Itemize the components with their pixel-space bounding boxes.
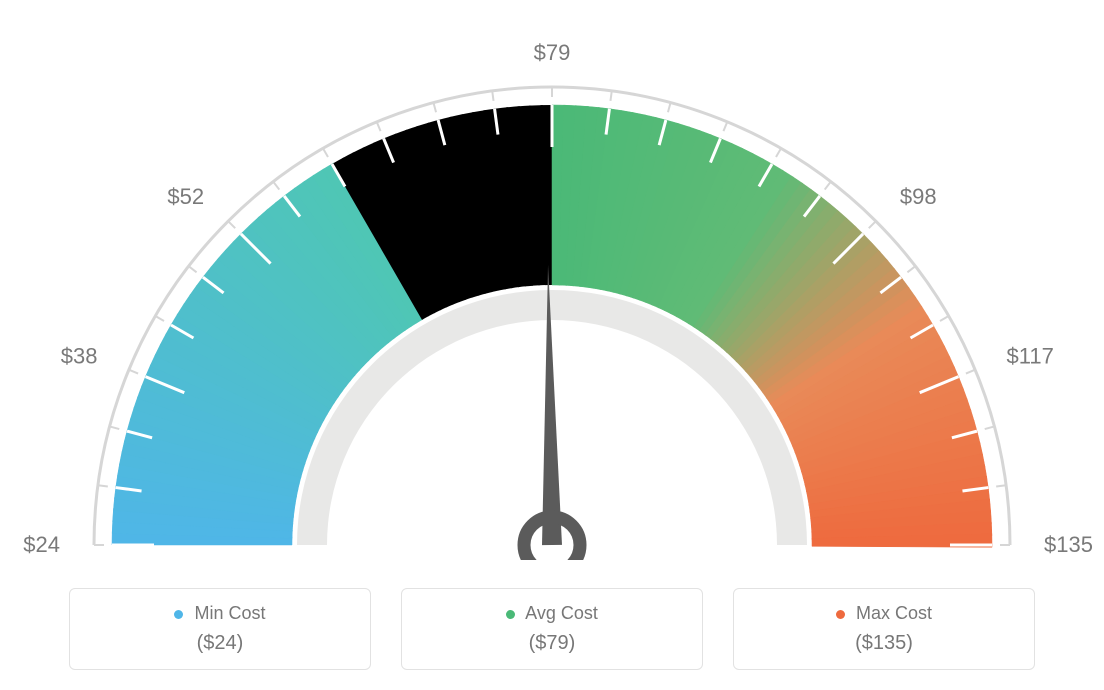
legend-row: Min Cost ($24) Avg Cost ($79) Max Cost (… — [0, 588, 1104, 670]
gauge-outline-tick — [825, 182, 831, 190]
legend-value: ($135) — [734, 632, 1034, 655]
gauge-outline-tick — [323, 148, 328, 157]
gauge-tick-label: $117 — [1007, 344, 1054, 369]
legend-title: Avg Cost — [402, 603, 702, 624]
gauge-outline-tick — [668, 103, 671, 113]
gauge-outline-tick — [155, 316, 164, 321]
legend-value: ($79) — [402, 632, 702, 655]
gauge-outline-tick — [98, 485, 108, 486]
legend-label: Avg Cost — [525, 603, 598, 623]
gauge-outline-tick — [110, 426, 120, 429]
gauge-outline-tick — [985, 426, 995, 429]
gauge-tick-label: $52 — [167, 184, 204, 209]
legend-card-avg: Avg Cost ($79) — [401, 588, 703, 670]
gauge-outline-tick — [492, 91, 493, 101]
legend-card-max: Max Cost ($135) — [733, 588, 1035, 670]
gauge-outline-tick — [776, 148, 781, 157]
legend-dot-icon — [506, 610, 515, 619]
legend-value: ($24) — [70, 632, 370, 655]
gauge-outline-tick — [377, 122, 381, 131]
gauge-outline-tick — [996, 485, 1006, 486]
gauge-outline-tick — [228, 221, 235, 228]
legend-dot-icon — [174, 610, 183, 619]
legend-title: Max Cost — [734, 603, 1034, 624]
gauge-outline-tick — [433, 103, 436, 113]
legend-label: Max Cost — [856, 603, 932, 623]
legend-dot-icon — [836, 610, 845, 619]
gauge-outline-tick — [273, 182, 279, 190]
legend-title: Min Cost — [70, 603, 370, 624]
gauge-outline-tick — [966, 370, 975, 374]
legend-card-min: Min Cost ($24) — [69, 588, 371, 670]
gauge-tick-label: $98 — [900, 184, 937, 209]
cost-gauge-widget: $24 $38 $52 $79 $98 $117 $135 Min Cost ($24) A… — [0, 0, 1104, 690]
gauge-outline-tick — [610, 91, 611, 101]
gauge-tick-label: $135 — [1044, 532, 1093, 557]
gauge-tick-label: $38 — [61, 344, 98, 369]
gauge-outline-tick — [723, 122, 727, 131]
gauge-outline-tick — [907, 266, 915, 272]
gauge-tick-label: $79 — [534, 40, 571, 65]
legend-label: Min Cost — [195, 603, 266, 623]
gauge-tick-label: $24 — [23, 532, 60, 557]
gauge-outline-tick — [189, 266, 197, 272]
gauge-chart: $24 $38 $52 $79 $98 $117 $135 — [0, 0, 1104, 560]
gauge-outline-tick — [869, 221, 876, 228]
gauge-outline-tick — [129, 370, 138, 374]
gauge-outline-tick — [940, 316, 949, 321]
